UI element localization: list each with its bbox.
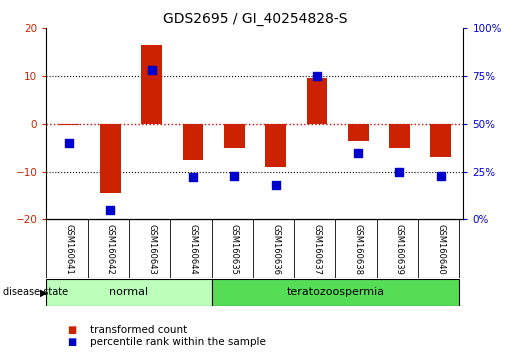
Bar — [348, 124, 369, 141]
Text: GSM160643: GSM160643 — [147, 224, 156, 275]
Point — [396, 169, 404, 175]
Text: GSM160644: GSM160644 — [188, 224, 197, 275]
Bar — [46, 279, 212, 306]
Bar — [183, 124, 203, 160]
Text: normal: normal — [109, 287, 148, 297]
Text: GSM160637: GSM160637 — [313, 224, 321, 275]
Bar — [141, 45, 162, 124]
Text: GSM160636: GSM160636 — [271, 224, 280, 275]
Point — [189, 175, 197, 180]
Bar — [431, 124, 451, 157]
Point — [148, 68, 156, 73]
Text: GSM160641: GSM160641 — [64, 224, 74, 275]
Point — [230, 173, 238, 178]
Text: GSM160638: GSM160638 — [354, 224, 363, 275]
Bar — [59, 124, 79, 125]
Bar — [306, 79, 327, 124]
Text: ▶: ▶ — [40, 287, 48, 297]
Point — [313, 73, 321, 79]
Text: GSM160640: GSM160640 — [436, 224, 445, 275]
Bar — [212, 279, 459, 306]
Point — [271, 182, 280, 188]
Bar — [100, 124, 121, 193]
Bar — [389, 124, 410, 148]
Bar — [224, 124, 245, 148]
Text: GSM160639: GSM160639 — [395, 224, 404, 275]
Text: disease state: disease state — [3, 287, 67, 297]
Text: transformed count: transformed count — [90, 325, 187, 335]
Title: GDS2695 / GI_40254828-S: GDS2695 / GI_40254828-S — [163, 12, 347, 26]
Text: teratozoospermia: teratozoospermia — [286, 287, 385, 297]
Text: ■: ■ — [67, 337, 76, 347]
Text: percentile rank within the sample: percentile rank within the sample — [90, 337, 266, 347]
Point — [65, 140, 73, 146]
Point — [354, 150, 362, 155]
Point — [437, 173, 445, 178]
Bar — [265, 124, 286, 167]
Text: GSM160642: GSM160642 — [106, 224, 115, 275]
Text: ■: ■ — [67, 325, 76, 335]
Point — [106, 207, 114, 213]
Text: GSM160635: GSM160635 — [230, 224, 239, 275]
